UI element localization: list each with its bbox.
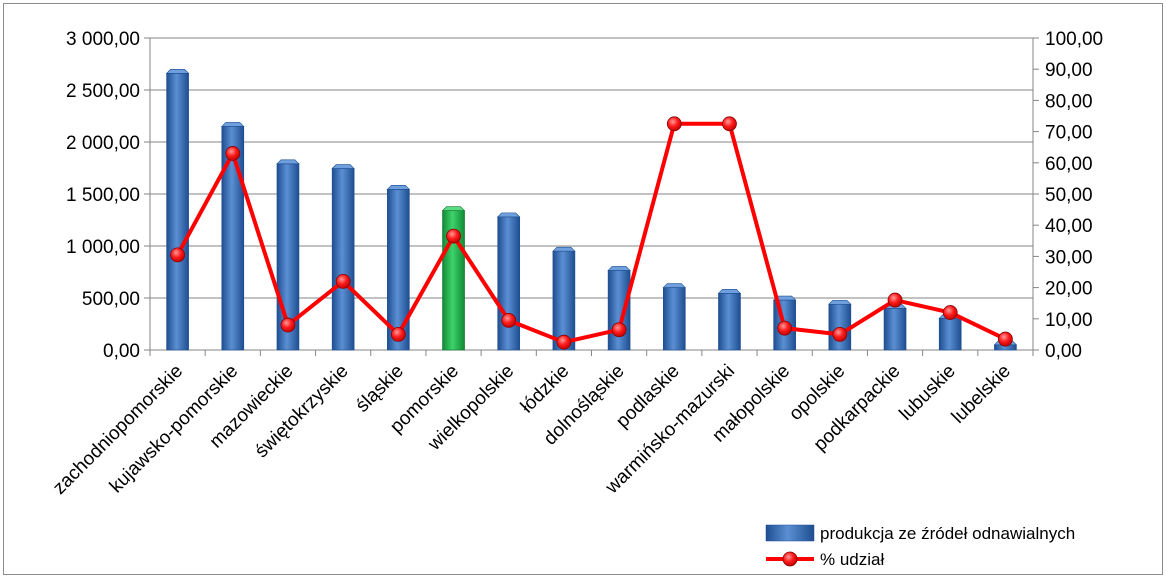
bar-cap	[717, 289, 742, 294]
bar-cap	[165, 69, 190, 74]
bar-cap	[662, 283, 687, 288]
bar	[828, 299, 852, 351]
bar-body	[607, 270, 631, 351]
bar-body	[718, 293, 741, 351]
line-marker	[446, 228, 461, 244]
line-marker	[225, 146, 241, 161]
right-axis-tick-label: 0,00	[1045, 341, 1082, 362]
bar-body	[166, 73, 189, 351]
bar-cap	[607, 266, 631, 271]
line-marker	[611, 322, 627, 338]
left-axis-tick-label: 2 000,00	[66, 133, 140, 154]
line-marker	[666, 116, 682, 132]
bar-cap	[441, 206, 466, 211]
legend: produkcja ze źródeł odnawialnych % udzia…	[765, 524, 1075, 569]
line-marker	[777, 320, 793, 336]
right-axis-tick-label: 30,00	[1045, 247, 1093, 268]
chart-frame	[3, 3, 1163, 575]
bar-cap	[221, 122, 245, 127]
line-marker	[722, 116, 737, 132]
bar-series	[165, 69, 1018, 351]
legend-label-line: % udział	[820, 550, 884, 569]
category-label: lubelskie	[948, 361, 1015, 428]
bar-cap	[276, 159, 300, 165]
left-axis-tick-label: 1 000,00	[66, 237, 140, 258]
bar	[331, 164, 355, 351]
legend-swatch-bars	[765, 524, 815, 542]
bar-cap	[386, 185, 411, 190]
bar	[221, 122, 245, 351]
left-axis-tick-label: 2 500,00	[66, 81, 140, 102]
right-axis-tick-label: 80,00	[1045, 91, 1093, 112]
line-marker	[170, 247, 185, 263]
bar-cap	[552, 246, 576, 252]
line-marker	[832, 326, 848, 342]
left-axis-tick-label: 500,00	[82, 289, 140, 310]
bar-cap	[496, 212, 521, 218]
right-axis-tick-label: 20,00	[1045, 279, 1093, 300]
line-series	[170, 116, 1013, 350]
bar-body	[497, 216, 521, 351]
bar-body	[331, 168, 355, 351]
line-marker	[335, 273, 351, 289]
right-axis-tick-label: 60,00	[1045, 154, 1093, 175]
left-axis-tick-label: 0,00	[103, 341, 140, 362]
bar	[386, 185, 411, 351]
right-axis-tick-label: 90,00	[1045, 60, 1093, 81]
right-axis-tick-label: 70,00	[1045, 123, 1093, 144]
bar	[496, 212, 521, 351]
bar-body	[938, 317, 962, 351]
bar	[165, 69, 190, 351]
line-marker	[942, 305, 958, 320]
legend-swatch-marker	[782, 551, 798, 567]
line-marker	[556, 334, 572, 350]
line-marker	[887, 292, 903, 308]
right-axis-tick-label: 40,00	[1045, 216, 1093, 237]
line-path	[175, 121, 1007, 345]
bar-cap	[331, 164, 355, 169]
bar	[441, 206, 466, 351]
left-axis-tick-label: 3 000,00	[66, 29, 140, 50]
left-axis-tick-label: 1 500,00	[66, 185, 140, 206]
bar	[717, 289, 742, 351]
line-marker	[280, 317, 296, 333]
bar-body	[883, 308, 907, 351]
bar-cap	[828, 299, 852, 305]
right-axis-tick-label: 50,00	[1045, 185, 1093, 206]
bar	[552, 246, 576, 351]
line-marker	[390, 326, 406, 342]
line-marker	[501, 312, 517, 328]
right-axis-tick-label: 100,00	[1045, 29, 1103, 50]
bar	[883, 304, 907, 351]
line-marker	[998, 331, 1013, 347]
bar	[662, 283, 687, 351]
right-axis-tick-label: 10,00	[1045, 310, 1093, 331]
tick-labels: 0,00 500,00 1 000,00 1 500,00 2 000,00 2 500,…	[49, 29, 1103, 499]
bar-body	[662, 287, 686, 351]
legend-label-bars: produkcja ze źródeł odnawialnych	[820, 524, 1075, 543]
